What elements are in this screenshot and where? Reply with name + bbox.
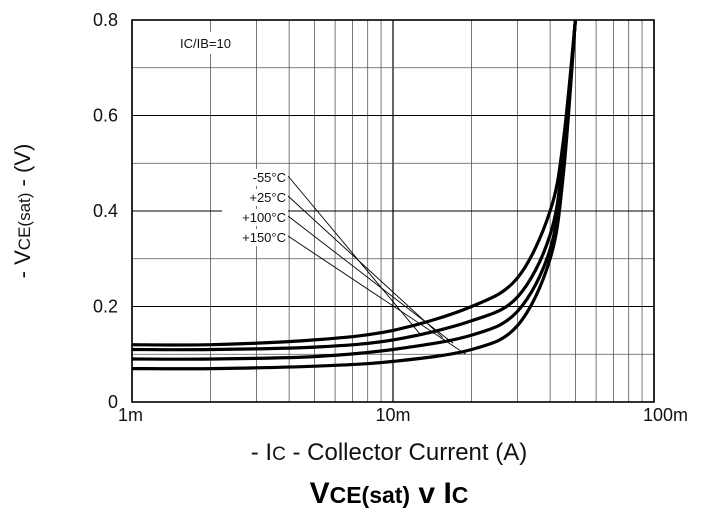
x-axis-label-suffix: - Collector Current (A) xyxy=(286,439,527,466)
x-tick-label: 1m xyxy=(118,405,143,425)
series-line-2 xyxy=(131,19,577,361)
plot-frame xyxy=(131,19,655,403)
y-tick-label: 0.2 xyxy=(93,297,118,317)
x-axis-label-subscript: C xyxy=(272,444,286,465)
series-line-1 xyxy=(131,19,577,352)
y-axis-label-suffix: - (V) xyxy=(10,144,35,193)
series-label-bg xyxy=(222,209,288,226)
chart-title-subscript-1: CE(sat) xyxy=(330,482,411,508)
series-leader-line xyxy=(287,175,422,336)
legend-leader-lines xyxy=(287,175,467,355)
series-label-bg xyxy=(222,189,288,206)
series-line-3 xyxy=(131,19,577,371)
series-labels: -55°C +25°C +100°C +150°C xyxy=(222,169,288,246)
chart-title-middle: v I xyxy=(410,477,452,510)
series-label-bg xyxy=(222,169,288,186)
x-tick-labels: 1m 10m 100m xyxy=(118,405,688,425)
y-tick-label: 0.4 xyxy=(93,201,118,221)
series-label: +25°C xyxy=(249,190,286,205)
condition-box-bg xyxy=(176,32,256,54)
y-axis-label: - VCE(sat) - (V) xyxy=(10,144,35,279)
series-label-bg xyxy=(222,229,288,246)
series-leader-line xyxy=(287,195,443,338)
series-label: +100°C xyxy=(242,210,286,225)
y-tick-label: 0 xyxy=(108,392,118,412)
series-leader-line xyxy=(287,215,454,344)
chart-title: VCE(sat) v IC xyxy=(310,477,469,510)
y-axis-label-subscript: CE(sat) xyxy=(15,193,34,251)
series-line-0 xyxy=(131,19,577,347)
x-tick-label: 100m xyxy=(643,405,688,425)
y-tick-label: 0.8 xyxy=(93,10,118,30)
series-leader-line xyxy=(287,235,467,355)
x-axis-label-prefix: - I xyxy=(251,439,272,466)
y-axis-label-prefix: - V xyxy=(10,250,35,278)
y-tick-label: 0.6 xyxy=(93,106,118,126)
y-tick-labels: 0 0.2 0.4 0.6 0.8 xyxy=(93,10,118,412)
series-curves xyxy=(131,19,577,371)
chart-title-subscript-2: C xyxy=(452,482,469,508)
condition-label: IC/IB=10 xyxy=(180,36,231,51)
x-axis-label: - IC - Collector Current (A) xyxy=(251,439,527,466)
series-label: +150°C xyxy=(242,230,286,245)
x-tick-label: 10m xyxy=(375,405,410,425)
series-label: -55°C xyxy=(253,170,286,185)
chart-title-v: V xyxy=(310,477,330,510)
